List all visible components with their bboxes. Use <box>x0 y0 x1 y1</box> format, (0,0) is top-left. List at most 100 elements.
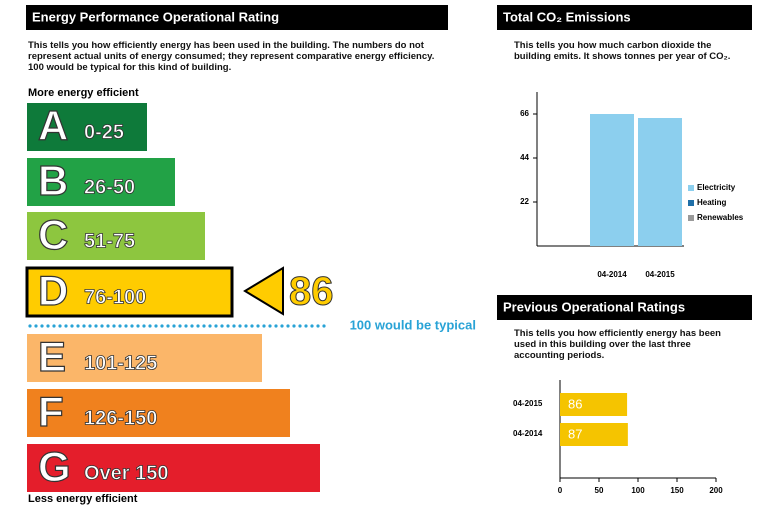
current-rating: 86 <box>289 270 334 314</box>
band-letter: B <box>38 157 68 204</box>
bar <box>590 114 634 246</box>
band-letter: G <box>38 443 71 490</box>
typical-dot <box>274 324 278 328</box>
rating-band <box>27 389 290 437</box>
value-label: 87 <box>568 426 582 441</box>
bar <box>560 393 628 416</box>
x-tick-label: 04-2015 <box>645 270 675 279</box>
bar <box>638 118 682 246</box>
typical-dot <box>160 324 164 328</box>
legend-swatch <box>688 200 694 206</box>
typical-dot <box>70 324 74 328</box>
typical-dot <box>124 324 128 328</box>
rating-band <box>27 444 320 492</box>
previous-description: This tells you how efficiently energy ha… <box>514 328 721 361</box>
typical-dot <box>316 324 320 328</box>
legend-label: Heating <box>697 198 726 207</box>
legend-swatch <box>688 215 694 221</box>
typical-dot <box>82 324 86 328</box>
typical-dot <box>244 324 248 328</box>
typical-dot <box>286 324 290 328</box>
typical-dot <box>226 324 230 328</box>
band-letter: F <box>38 388 64 435</box>
typical-dot <box>184 324 188 328</box>
typical-dot <box>172 324 176 328</box>
typical-dot <box>256 324 260 328</box>
typical-dot <box>190 324 194 328</box>
typical-dot <box>64 324 68 328</box>
typical-dot <box>280 324 284 328</box>
x-tick-label: 04-2014 <box>597 270 627 279</box>
value-label: 86 <box>568 396 582 411</box>
rating-band <box>27 212 205 260</box>
x-tick-label: 100 <box>631 486 645 495</box>
typical-dot <box>88 324 92 328</box>
y-tick-label: 66 <box>520 109 529 118</box>
typical-dot <box>130 324 134 328</box>
y-tick-label: 44 <box>520 153 529 162</box>
bar <box>560 423 628 446</box>
typical-dot <box>202 324 206 328</box>
typical-dot <box>322 324 326 328</box>
band-range: 26-50 <box>84 176 135 198</box>
typical-dot <box>136 324 140 328</box>
typical-dot <box>118 324 122 328</box>
band-letter: D <box>38 267 68 314</box>
rating-pointer <box>243 266 284 316</box>
rating-band <box>27 334 262 382</box>
typical-label: 100 would be typical <box>350 317 476 332</box>
band-range: 0-25 <box>84 121 124 143</box>
typical-dot <box>298 324 302 328</box>
y-tick-label: 04-2014 <box>513 429 543 438</box>
band-range: 101-125 <box>84 352 157 374</box>
band-range: Over 150 <box>84 462 169 484</box>
x-tick-label: 50 <box>595 486 604 495</box>
rating-description: This tells you how efficiently energy ha… <box>28 40 435 73</box>
typical-dot <box>178 324 182 328</box>
band-letter: C <box>38 211 68 258</box>
previous-title: Previous Operational Ratings <box>503 299 685 314</box>
header-bar <box>497 5 752 30</box>
typical-dot <box>196 324 200 328</box>
typical-dot <box>148 324 152 328</box>
typical-dot <box>100 324 104 328</box>
co2-title: Total CO₂ Emissions <box>503 9 631 24</box>
legend-label: Electricity <box>697 183 736 192</box>
legend-swatch <box>688 185 694 191</box>
typical-dot <box>250 324 254 328</box>
top-label: More energy efficient <box>28 87 139 99</box>
band-range: 76-100 <box>84 286 146 308</box>
legend-label: Renewables <box>697 213 744 222</box>
y-tick-label: 22 <box>520 197 529 206</box>
typical-dot <box>220 324 224 328</box>
rating-band <box>25 266 234 318</box>
rating-band <box>27 103 147 151</box>
band-range: 51-75 <box>84 230 135 252</box>
typical-dot <box>166 324 170 328</box>
x-tick-label: 200 <box>709 486 723 495</box>
typical-dot <box>238 324 242 328</box>
y-tick-label: 04-2015 <box>513 399 543 408</box>
typical-dot <box>142 324 146 328</box>
rating-title: Energy Performance Operational Rating <box>32 9 279 24</box>
co2-description: This tells you how much carbon dioxide t… <box>514 40 731 62</box>
band-range: 126-150 <box>84 407 157 429</box>
typical-dot <box>94 324 98 328</box>
typical-dot <box>154 324 158 328</box>
typical-dot <box>214 324 218 328</box>
typical-dot <box>304 324 308 328</box>
typical-dot <box>208 324 212 328</box>
typical-dot <box>268 324 272 328</box>
typical-dot <box>58 324 62 328</box>
header-bar <box>497 295 752 320</box>
header-bar <box>26 5 448 30</box>
typical-dot <box>52 324 56 328</box>
typical-dot <box>106 324 110 328</box>
band-letter: E <box>38 333 66 380</box>
typical-dot <box>310 324 314 328</box>
band-letter: A <box>38 102 68 149</box>
typical-dot <box>46 324 50 328</box>
typical-dot <box>292 324 296 328</box>
typical-dot <box>76 324 80 328</box>
